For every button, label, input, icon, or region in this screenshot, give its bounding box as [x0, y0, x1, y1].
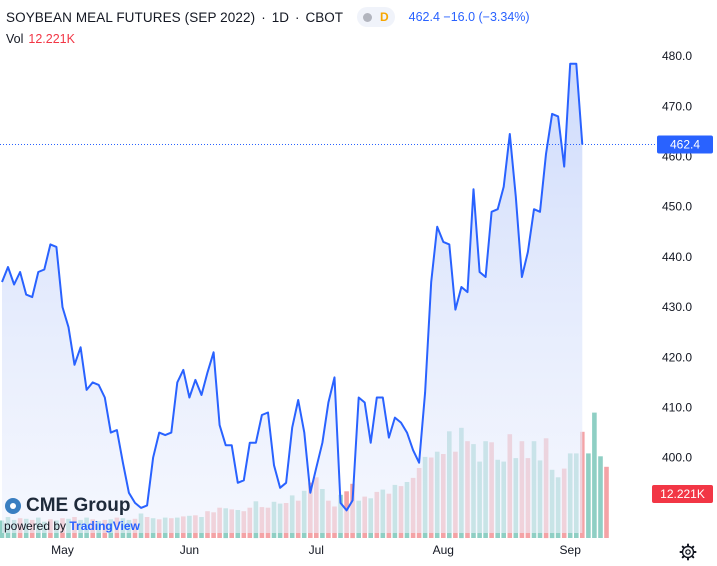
y-tick-label: 480.0 [662, 49, 692, 63]
status-dot-icon [362, 12, 372, 22]
cme-globe-icon [5, 498, 21, 514]
y-tick-label: 400.0 [662, 451, 692, 465]
volume-legend: Vol 12.221K [6, 32, 75, 46]
y-tick-label: 440.0 [662, 250, 692, 264]
watermark: CME Group powered by TradingView [4, 495, 140, 533]
volume-label: Vol [6, 32, 24, 46]
powered-by-text: powered by [4, 519, 67, 533]
y-axis[interactable]: 400.0410.0420.0430.0440.0450.0460.0470.0… [662, 49, 692, 465]
price-area-fill [2, 63, 583, 533]
volume-value: 12.221K [28, 32, 75, 46]
x-tick-label: Jul [309, 543, 324, 557]
y-tick-label: 420.0 [662, 350, 692, 364]
exchange-label: CBOT [305, 9, 343, 25]
last-price-tag-label: 462.4 [670, 138, 700, 152]
symbol-title[interactable]: SOYBEAN MEAL FUTURES (SEP 2022) [6, 9, 256, 25]
price-change: −16.0 (−3.34%) [443, 10, 530, 24]
market-status-pill[interactable]: D [356, 7, 395, 27]
volume-bar [592, 412, 597, 538]
price-area [2, 63, 583, 533]
cme-brand: CME Group [26, 495, 131, 516]
last-price: 462.4 [408, 10, 440, 24]
separator: · [261, 9, 266, 25]
chart-header: SOYBEAN MEAL FUTURES (SEP 2022) · 1D · C… [6, 6, 530, 28]
volume-tag-label: 12.221K [660, 487, 705, 501]
y-tick-label: 430.0 [662, 300, 692, 314]
cme-logo: CME Group [4, 495, 140, 517]
volume-bar [604, 466, 609, 538]
y-tick-label: 450.0 [662, 200, 692, 214]
y-tick-label: 470.0 [662, 99, 692, 113]
quote-values: 462.4 −16.0 (−3.34%) [409, 10, 530, 24]
separator: · [294, 9, 300, 25]
tradingview-logo[interactable]: TradingView [69, 519, 140, 533]
x-tick-label: Sep [560, 543, 582, 557]
settings-gear-icon[interactable] [679, 543, 697, 561]
price-line [1, 62, 584, 512]
x-tick-label: May [51, 543, 74, 557]
price-series-line [1, 62, 584, 512]
volume-bar [598, 456, 603, 538]
x-axis[interactable]: May Jun Jul Aug Sep [51, 543, 581, 557]
y-tick-label: 410.0 [662, 401, 692, 415]
last-price-tag [657, 135, 713, 154]
delayed-badge: D [379, 10, 389, 24]
x-tick-label: Aug [433, 543, 454, 557]
volume-bar [586, 453, 591, 538]
x-tick-label: Jun [180, 543, 199, 557]
volume-tag [652, 485, 713, 503]
powered-by-line: powered by TradingView [4, 519, 140, 533]
interval-label[interactable]: 1D [271, 9, 289, 25]
